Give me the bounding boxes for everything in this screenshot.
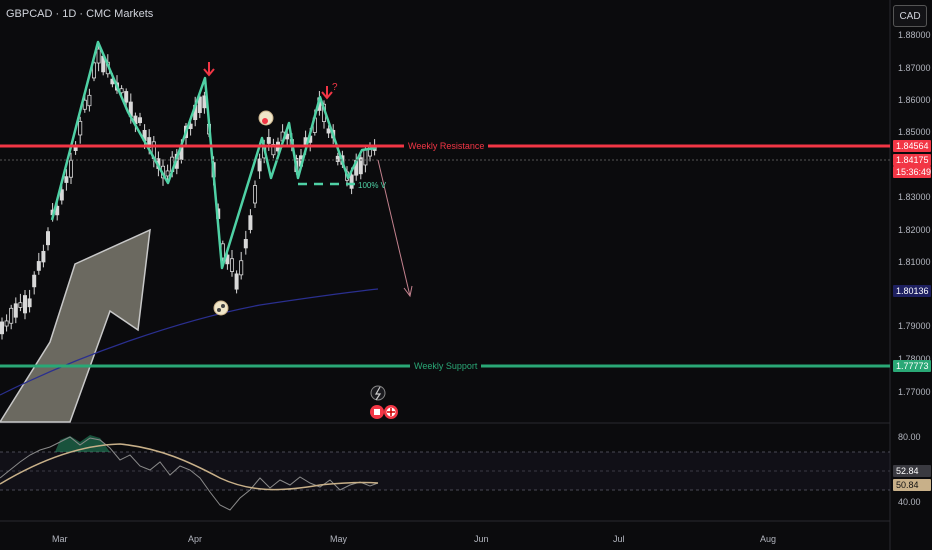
current-price-tag: 1.84175 [893, 154, 931, 166]
candle-body [271, 144, 276, 156]
candle-body [27, 298, 32, 308]
candle-body [22, 295, 27, 314]
candle-body [197, 96, 202, 113]
candle-body [234, 273, 239, 290]
candle-body [46, 231, 51, 246]
flag-uk-icon[interactable] [384, 405, 398, 419]
candlestick-series [0, 42, 377, 340]
currency-button[interactable]: CAD [893, 5, 927, 27]
candle-body [64, 176, 69, 183]
candle-body [358, 157, 363, 175]
candle-body [257, 158, 262, 172]
arrow-down-icon[interactable] [203, 62, 215, 77]
arrow-down-icon[interactable] [321, 86, 333, 100]
candle-body [0, 321, 4, 335]
candle-body [87, 94, 92, 107]
projection-arrow[interactable] [377, 159, 411, 297]
resistance-price-tag: 1.84564 [893, 140, 931, 152]
candle-body [69, 159, 74, 178]
time-label: Apr [188, 534, 203, 544]
time-label: Aug [760, 534, 777, 544]
candle-body [248, 215, 253, 230]
weekly-resistance-label[interactable]: Weekly Resistance [404, 140, 489, 152]
flag-icon[interactable] [258, 110, 274, 126]
candle-body [78, 120, 83, 136]
price-label: 1.77000 [898, 387, 931, 397]
big-arrow-drawing[interactable] [0, 228, 151, 423]
candle-body [59, 189, 64, 201]
candle-body [9, 307, 14, 324]
price-label: 1.78000 [898, 354, 931, 364]
candle-body [335, 155, 340, 162]
candle-body [18, 302, 23, 308]
candle-body [4, 320, 9, 327]
price-label: 1.85000 [898, 127, 931, 137]
time-label: Jun [474, 534, 489, 544]
time-label: May [330, 534, 348, 544]
price-label: 1.87000 [898, 63, 931, 73]
candle-body [326, 128, 331, 134]
candle-body [363, 149, 368, 166]
candle-body [92, 62, 97, 79]
support-price-tag: 1.77773 [893, 360, 931, 372]
candle-body [32, 274, 37, 288]
candle-body [239, 260, 244, 276]
lightning-icon[interactable] [370, 385, 386, 401]
candle-body [165, 170, 170, 177]
candle-body [36, 261, 41, 271]
rsi-axis-label: 40.00 [898, 497, 921, 507]
time-label: Mar [52, 534, 68, 544]
candle-body [229, 258, 234, 272]
price-label: 1.79000 [898, 321, 931, 331]
retrace-percent-label: 100% V [358, 181, 387, 190]
candle-body [137, 117, 142, 124]
price-label: 1.81000 [898, 257, 931, 267]
candle-body [252, 185, 257, 204]
weekly-support-label[interactable]: Weekly Support [410, 360, 482, 372]
projection-arrow-head [403, 285, 413, 298]
candle-body [41, 250, 46, 263]
countdown-tag: 15:36:49 [893, 166, 931, 178]
candle-body [124, 91, 129, 103]
zigzag-pattern-line[interactable] [50, 40, 377, 270]
rsi-ma-value-tag: 50.84 [893, 479, 931, 491]
rsi-value-tag: 52.84 [893, 465, 931, 477]
candle-body [82, 99, 87, 110]
candle-body [349, 174, 354, 189]
rsi-axis-label: 80.00 [898, 432, 921, 442]
candle-body [243, 239, 248, 249]
price-label: 1.83000 [898, 192, 931, 202]
candle-body [13, 303, 18, 318]
candle-body [96, 48, 101, 64]
retracement-icon[interactable] [213, 300, 229, 316]
price-label: 1.86000 [898, 95, 931, 105]
price-label: 1.88000 [898, 30, 931, 40]
calendar-icon[interactable] [370, 405, 384, 419]
rsi-ma-line [0, 443, 379, 491]
ma-price-tag: 1.80136 [893, 285, 931, 297]
ticker-title[interactable]: GBPCAD · 1D · CMC Markets [6, 8, 154, 20]
candle-body [266, 137, 271, 144]
time-label: Jul [613, 534, 625, 544]
price-label: 1.82000 [898, 225, 931, 235]
question-mark-label: ? [332, 82, 338, 93]
